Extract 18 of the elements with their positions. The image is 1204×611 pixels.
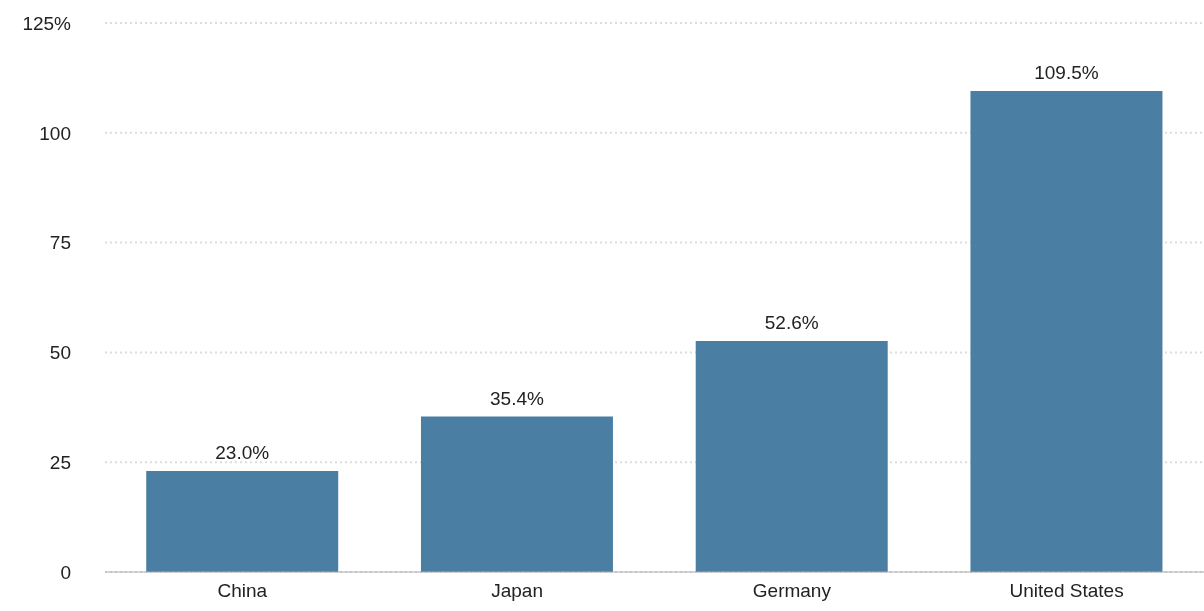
y-tick-label: 50 — [49, 342, 71, 364]
y-tick-label: 75 — [49, 232, 71, 254]
bar — [420, 416, 613, 572]
y-tick-label: 125% — [22, 12, 72, 34]
bar — [146, 470, 339, 572]
data-label: 23.0% — [215, 441, 270, 463]
data-label: 35.4% — [490, 387, 544, 409]
bar — [695, 340, 888, 572]
x-tick-label: Germany — [752, 580, 832, 602]
y-tick-label: 25 — [49, 451, 71, 473]
data-label: 109.5% — [1034, 62, 1099, 84]
bar — [970, 91, 1163, 572]
x-tick-label: United States — [1009, 580, 1124, 602]
x-tick-label: Japan — [491, 580, 544, 602]
y-tick-label: 100 — [39, 122, 71, 144]
data-label: 52.6% — [764, 311, 819, 333]
y-tick-label: 0 — [60, 561, 71, 583]
x-tick-label: China — [217, 580, 268, 602]
